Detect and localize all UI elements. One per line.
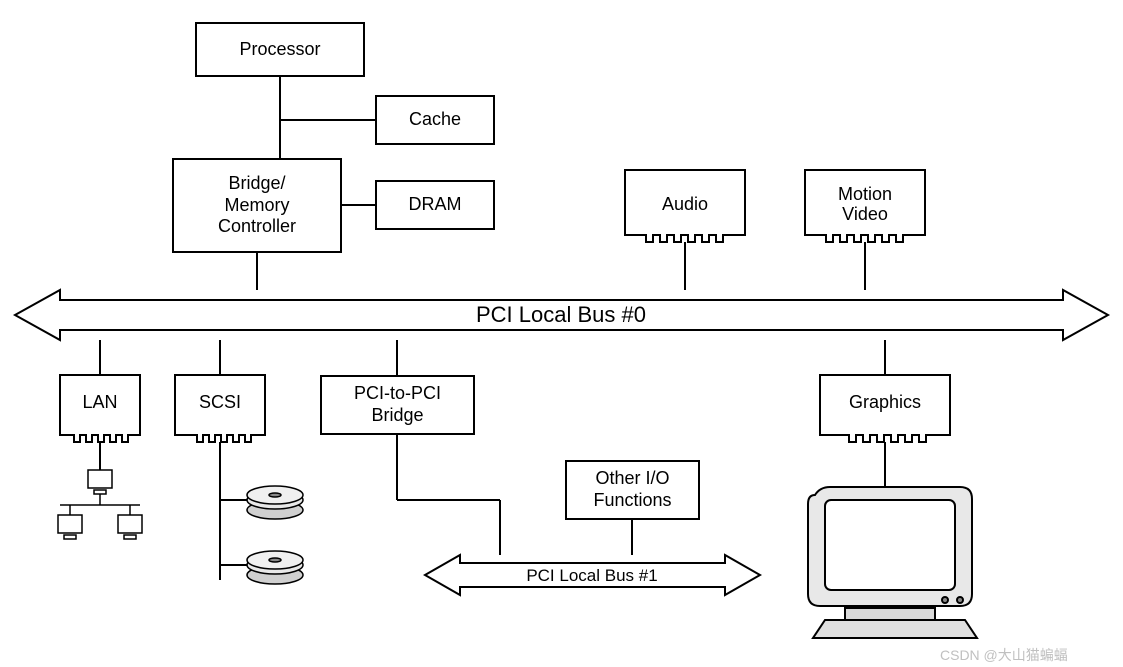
lan-network-icon — [58, 470, 142, 539]
svg-text:LAN: LAN — [82, 392, 117, 412]
node-cache: Cache — [375, 95, 495, 145]
bus1-label: PCI Local Bus #1 — [526, 566, 657, 585]
bus0-label: PCI Local Bus #0 — [476, 302, 646, 327]
node-scsi — [175, 375, 265, 442]
node-label: PCI-to-PCI Bridge — [354, 383, 441, 426]
monitor-icon — [808, 487, 977, 638]
bus1 — [425, 555, 760, 595]
node-lan — [60, 375, 140, 442]
svg-text:Graphics: Graphics — [849, 392, 921, 412]
bus0 — [15, 290, 1108, 340]
node-dram: DRAM — [375, 180, 495, 230]
node-processor: Processor — [195, 22, 365, 77]
node-p2p: PCI-to-PCI Bridge — [320, 375, 475, 435]
node-bridge: Bridge/ Memory Controller — [172, 158, 342, 253]
node-label: Processor — [239, 39, 320, 61]
node-label: Other I/O Functions — [593, 468, 671, 511]
svg-text:Video: Video — [842, 204, 888, 224]
node-label: Audio — [662, 194, 708, 214]
node-audio — [625, 170, 745, 242]
watermark: CSDN @大山猫蝙蝠 — [940, 645, 1068, 665]
node-otherio: Other I/O Functions — [565, 460, 700, 520]
node-label: DRAM — [409, 194, 462, 216]
scsi-disk-icon — [220, 486, 303, 584]
node-label: Bridge/ Memory Controller — [218, 173, 296, 238]
svg-text:Motion: Motion — [838, 184, 892, 204]
node-label: Cache — [409, 109, 461, 131]
node-graphics — [820, 375, 950, 442]
node-motion — [805, 170, 925, 242]
svg-text:SCSI: SCSI — [199, 392, 241, 412]
diagram-svg: Audio Motion Video PCI Local Bus #0 LAN … — [0, 0, 1123, 667]
